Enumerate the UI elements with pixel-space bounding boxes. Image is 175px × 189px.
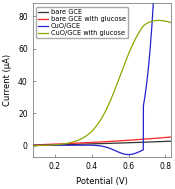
CuO/GCE with glucose — [158, 19, 160, 22]
bare GCE — [99, 143, 101, 145]
CuO/GCE — [39, 144, 41, 146]
bare GCE with glucose — [95, 141, 97, 143]
bare GCE — [170, 140, 172, 142]
bare GCE with glucose — [166, 136, 168, 139]
Line: bare GCE with glucose: bare GCE with glucose — [33, 137, 171, 145]
Line: bare GCE: bare GCE — [33, 141, 171, 145]
CuO/GCE — [99, 145, 101, 147]
CuO/GCE — [141, 149, 143, 152]
CuO/GCE — [95, 144, 97, 147]
bare GCE — [166, 140, 168, 143]
bare GCE with glucose — [99, 141, 101, 143]
CuO/GCE with glucose — [99, 120, 101, 122]
CuO/GCE with glucose — [166, 20, 168, 23]
Y-axis label: Current (μA): Current (μA) — [4, 54, 12, 106]
bare GCE with glucose — [141, 138, 143, 141]
CuO/GCE — [32, 144, 34, 146]
bare GCE — [141, 141, 143, 143]
CuO/GCE with glucose — [39, 144, 41, 147]
bare GCE with glucose — [39, 144, 41, 146]
bare GCE — [39, 144, 41, 146]
Legend: bare GCE, bare GCE with glucose, CuO/GCE, CuO/GCE with glucose: bare GCE, bare GCE with glucose, CuO/GCE… — [36, 7, 128, 39]
CuO/GCE with glucose — [32, 144, 34, 147]
CuO/GCE with glucose — [95, 125, 97, 127]
bare GCE with glucose — [170, 136, 172, 138]
CuO/GCE — [127, 153, 130, 156]
Line: CuO/GCE with glucose: CuO/GCE with glucose — [33, 20, 171, 146]
CuO/GCE with glucose — [141, 27, 143, 29]
bare GCE with glucose — [166, 136, 168, 139]
bare GCE — [95, 143, 97, 145]
X-axis label: Potential (V): Potential (V) — [76, 177, 128, 186]
Line: CuO/GCE: CuO/GCE — [33, 0, 171, 155]
bare GCE — [166, 140, 168, 143]
bare GCE — [32, 144, 34, 146]
CuO/GCE with glucose — [170, 21, 172, 24]
CuO/GCE with glucose — [166, 20, 168, 23]
bare GCE with glucose — [32, 144, 34, 146]
